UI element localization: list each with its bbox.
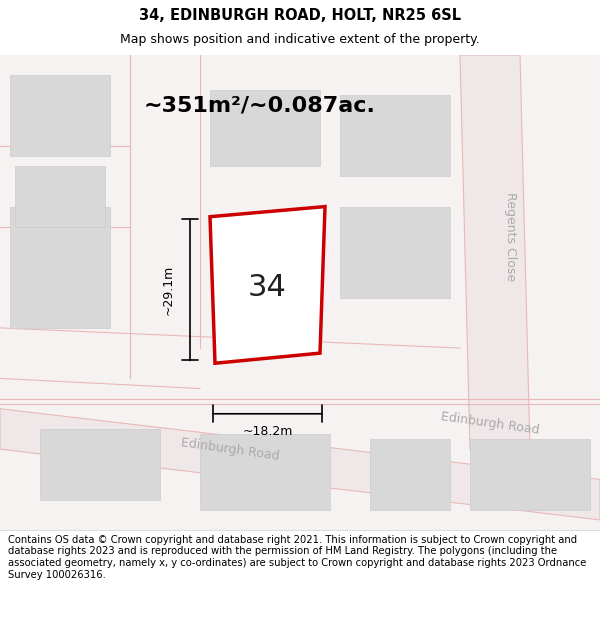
Text: Regents Close: Regents Close	[503, 192, 517, 281]
Bar	[40, 429, 160, 499]
Text: ~18.2m: ~18.2m	[242, 426, 293, 439]
Bar	[210, 91, 320, 166]
Bar	[15, 166, 105, 227]
Polygon shape	[0, 55, 600, 530]
Bar	[10, 75, 110, 156]
Polygon shape	[210, 207, 325, 363]
Text: Edinburgh Road: Edinburgh Road	[440, 411, 540, 437]
Bar	[10, 207, 110, 328]
Polygon shape	[460, 55, 530, 449]
Text: Contains OS data © Crown copyright and database right 2021. This information is : Contains OS data © Crown copyright and d…	[8, 535, 586, 579]
Bar	[200, 434, 330, 510]
Text: 34, EDINBURGH ROAD, HOLT, NR25 6SL: 34, EDINBURGH ROAD, HOLT, NR25 6SL	[139, 8, 461, 23]
Text: 34: 34	[248, 273, 286, 302]
Text: Edinburgh Road: Edinburgh Road	[180, 436, 280, 462]
Text: Map shows position and indicative extent of the property.: Map shows position and indicative extent…	[120, 33, 480, 46]
Polygon shape	[0, 409, 600, 520]
Bar	[470, 439, 590, 510]
Bar	[340, 207, 450, 298]
Text: ~351m²/~0.087ac.: ~351m²/~0.087ac.	[144, 96, 376, 116]
Bar	[370, 439, 450, 510]
Bar	[340, 96, 450, 176]
Text: ~29.1m: ~29.1m	[161, 265, 175, 315]
